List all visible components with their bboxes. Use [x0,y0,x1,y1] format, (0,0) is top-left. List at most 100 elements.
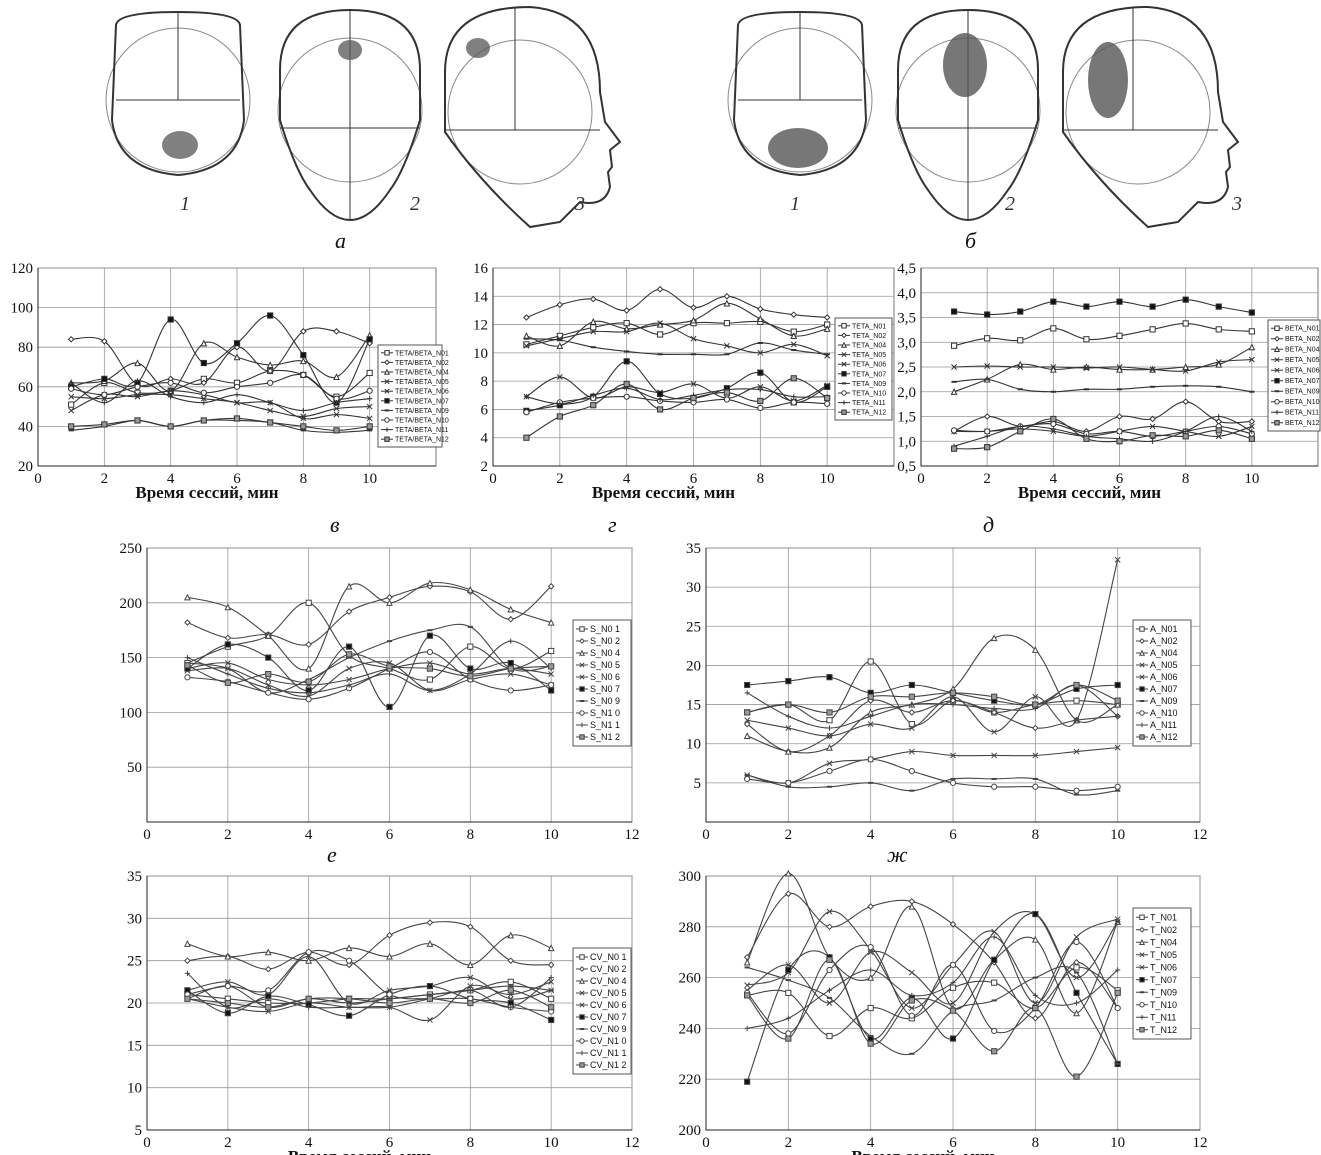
legend-marker [579,1050,585,1056]
point-marker [305,696,312,703]
point-marker [556,301,564,309]
legend-label: BETA_N04 [1285,347,1320,354]
y-tick-label: 25 [127,954,142,970]
point-marker [523,394,530,400]
point-marker [547,944,555,952]
point-marker [507,615,515,623]
point-marker [200,379,208,387]
point-marker [234,399,240,406]
point-marker [346,1004,352,1010]
point-marker [1032,693,1039,700]
point-marker [743,720,751,728]
point-marker [305,956,313,964]
series-line [526,387,828,405]
legend-marker [578,649,586,656]
point-marker [784,869,792,877]
point-marker [1050,325,1057,332]
point-marker [991,956,998,963]
point-marker [1017,428,1024,435]
legend-label: A_N12 [1150,732,1178,742]
point-marker [426,995,434,1002]
point-marker [267,407,274,414]
point-marker [68,393,75,400]
point-marker [867,756,874,763]
point-marker [1215,303,1222,310]
x-tick-label: 2 [556,471,564,487]
series-line [187,651,552,700]
point-marker [690,304,697,311]
point-marker [984,363,991,369]
series-line [187,981,552,1005]
legend-marker [383,368,391,375]
point-marker [548,681,555,689]
point-marker [589,295,597,303]
legend-label: TETA_N01 [852,323,886,330]
y-tick-label: 12 [473,318,488,334]
point-marker [867,658,874,665]
legend-marker [1274,357,1280,363]
legend-label: S_N0 5 [590,660,620,670]
point-marker [467,987,473,993]
point-marker [1031,935,1039,943]
series-line [746,892,1119,1019]
legend-marker [579,638,585,644]
legend-marker [579,722,585,728]
point-marker [757,404,764,412]
point-marker [1215,360,1223,368]
x-tick-label: 4 [167,471,175,487]
point-marker [333,427,340,434]
point-marker [1032,752,1039,759]
point-marker [656,331,664,338]
y-tick-label: 10 [473,346,488,362]
series-line [70,390,370,420]
point-marker [824,383,831,390]
point-marker [824,395,831,402]
point-marker [233,383,241,390]
legend-marker [1274,335,1280,342]
point-marker [426,632,434,639]
point-marker [467,673,474,680]
series-line [526,360,828,412]
point-marker [785,966,792,974]
point-marker [690,395,697,402]
legend-marker [579,966,585,972]
point-marker [1116,298,1123,305]
point-marker [200,389,207,396]
x-tick-label: 2 [785,1135,793,1151]
point-marker [333,328,340,335]
point-marker [823,314,831,321]
series-line [954,359,1252,372]
legend-label: TETA/BETA_N05 [395,379,449,386]
point-marker [785,1015,791,1021]
point-marker [266,361,274,369]
point-marker [201,400,207,406]
legend-marker [841,390,847,396]
y-tick-label: 4 [481,431,489,447]
legend-marker [579,674,585,680]
point-marker [785,1035,792,1042]
point-marker [1050,415,1057,423]
legend-marker [1139,626,1145,632]
point-marker [743,958,751,966]
legend-marker [384,427,390,432]
legend-marker [841,400,847,405]
point-marker [826,987,833,993]
point-marker [300,328,307,335]
y-tick-label: 20 [18,459,33,475]
point-marker [386,663,393,670]
legend-label: TETA_N12 [852,410,886,417]
legend-label: CV_N0 2 [590,964,627,974]
legend-label: S_N1 1 [590,720,620,730]
legend-marker [384,379,390,385]
legend-label: T_N07 [1150,975,1177,985]
legend-marker [579,662,585,668]
y-tick-label: 240 [679,1021,702,1037]
series-line [187,949,552,1013]
point-marker [723,292,731,300]
point-marker [1073,717,1080,724]
y-tick-label: 200 [120,596,143,612]
y-tick-label: 200 [679,1123,702,1139]
point-marker [984,444,991,451]
legend-marker [384,417,390,423]
